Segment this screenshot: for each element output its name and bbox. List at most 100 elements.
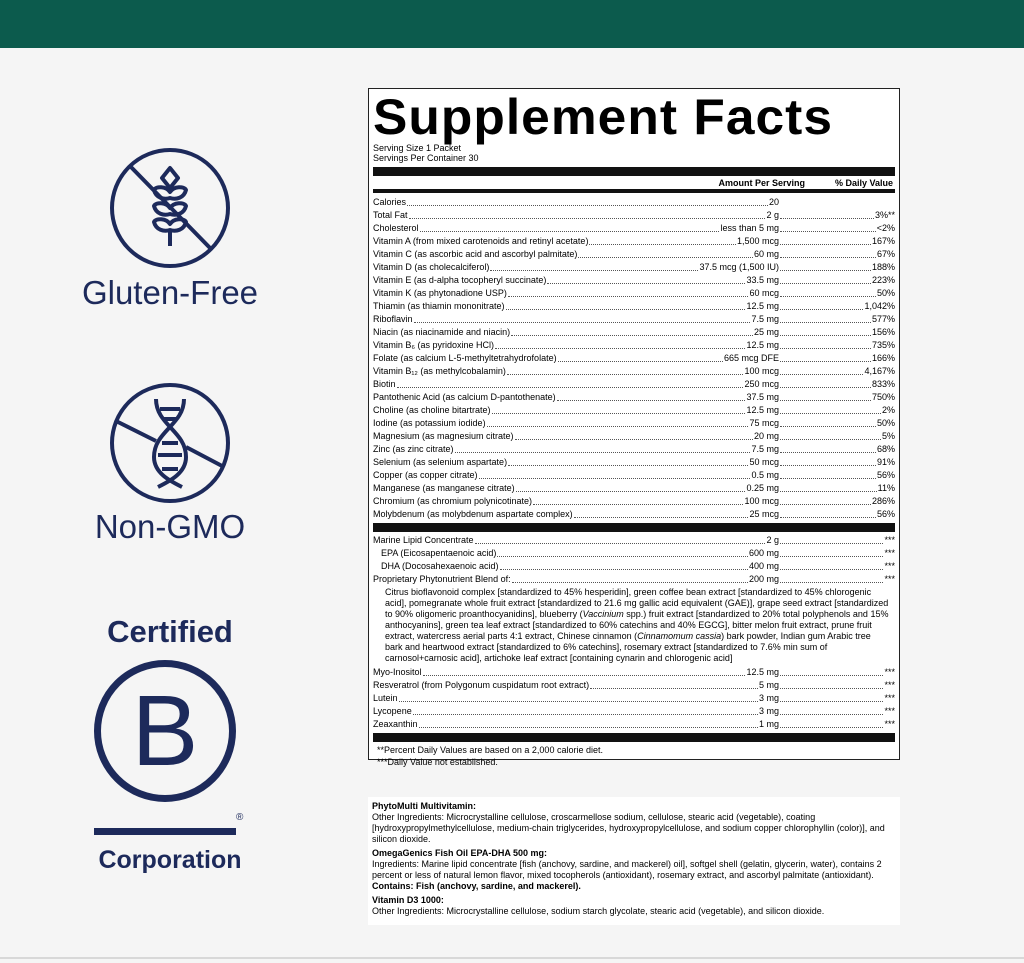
leader-dots	[780, 313, 871, 323]
leader-dots	[780, 573, 884, 583]
nutrient-left: Magnesium (as magnesium citrate) 20 mg	[373, 430, 779, 443]
dv-header: % Daily Value	[834, 178, 893, 188]
nutrient-dv: 4,167%	[864, 366, 895, 376]
leader-dots	[780, 508, 876, 518]
leader-dots	[578, 248, 753, 258]
column-header: Amount Per Serving % Daily Value	[373, 176, 895, 189]
leader-dots	[780, 417, 876, 427]
nutrient-name: Choline (as choline bitartrate)	[373, 405, 491, 415]
nutrient-right: 67%	[779, 248, 895, 261]
top-bar	[0, 0, 1024, 48]
nutrient-row: Lutein 3 mg ***	[373, 692, 895, 705]
nutrient-right: 2%	[779, 404, 895, 417]
amount-header: Amount Per Serving	[718, 178, 805, 188]
b-corp-rule	[94, 828, 236, 835]
leader-dots	[780, 534, 884, 544]
nutrient-left: Thiamin (as thiamin mononitrate) 12.5 mg	[373, 300, 779, 313]
nutrient-right: 91%	[779, 456, 895, 469]
nutrient-name: Cholesterol	[373, 223, 419, 233]
fish-oil-heading: OmegaGenics Fish Oil EPA-DHA 500 mg:	[372, 848, 548, 858]
nutrient-left: Pantothenic Acid (as calcium D-pantothen…	[373, 391, 779, 404]
nutrient-row: Cholesterol less than 5 mg <2%	[373, 222, 895, 235]
nutrient-dv: 56%	[876, 509, 895, 519]
nutrient-dv: 156%	[871, 327, 895, 337]
nutrient-name: Pantothenic Acid (as calcium D-pantothen…	[373, 392, 556, 402]
nutrient-amount: 12.5 mg	[746, 301, 779, 311]
leader-dots	[454, 443, 751, 453]
leader-dots	[408, 209, 766, 219]
registered-mark: ®	[236, 812, 244, 823]
supplement-facts-panel: Supplement Facts Serving Size 1 Packet S…	[368, 88, 900, 767]
nutrient-left: Copper (as copper citrate) 0.5 mg	[373, 469, 779, 482]
spacer	[779, 196, 895, 209]
nutrient-left: Calories 20	[373, 196, 779, 209]
nutrient-row: Pantothenic Acid (as calcium D-pantothen…	[373, 391, 895, 404]
leader-dots	[780, 679, 884, 689]
nutrient-right: 188%	[779, 261, 895, 274]
nutrient-name: Vitamin A (from mixed carotenoids and re…	[373, 236, 589, 246]
nutrient-row: Vitamin A (from mixed carotenoids and re…	[373, 235, 895, 248]
nutrient-name: Calories	[373, 197, 407, 207]
nutrient-amount: 20 mg	[753, 431, 779, 441]
leader-dots	[507, 287, 749, 297]
nutrient-right: ***	[779, 547, 895, 560]
leader-dots	[557, 352, 723, 362]
nutrient-amount: 600 mg	[748, 548, 779, 558]
nutrient-row: DHA (Docosahexaenoic acid) 400 mg ***	[373, 560, 895, 573]
nutrient-name: Molybdenum (as molybdenum aspartate comp…	[373, 509, 573, 519]
nutrient-amount: 250 mcg	[744, 379, 779, 389]
nutrient-amount: 12.5 mg	[746, 667, 779, 677]
nutrient-dv: 11%	[877, 483, 895, 493]
nutrient-dv: 735%	[871, 340, 895, 350]
leader-dots	[780, 378, 871, 388]
nutrient-dv: 5%	[881, 431, 895, 441]
thick-divider	[373, 733, 895, 742]
nutrient-left: Vitamin B₆ (as pyridoxine HCl) 12.5 mg	[373, 339, 779, 352]
nutrient-right: ***	[779, 718, 895, 731]
nutrient-dv: 577%	[871, 314, 895, 324]
nutrient-dv: 67%	[876, 249, 895, 259]
nutrient-left: Marine Lipid Concentrate 2 g	[373, 534, 779, 547]
leader-dots	[573, 508, 749, 518]
nutrient-right: 4,167%	[779, 365, 895, 378]
nutrient-dv: ***	[884, 706, 895, 716]
nutrient-amount: 12.5 mg	[746, 405, 779, 415]
nutrient-name: Niacin (as niacinamide and niacin)	[373, 327, 511, 337]
leader-dots	[780, 456, 876, 466]
leader-dots	[514, 430, 753, 440]
leader-dots	[780, 352, 871, 362]
leader-dots	[780, 326, 871, 336]
leader-dots	[780, 261, 871, 271]
nutrient-right: 56%	[779, 508, 895, 521]
footnote-dv: **Percent Daily Values are based on a 2,…	[377, 745, 603, 755]
leader-dots	[490, 261, 699, 271]
nutrient-row: EPA (Eicosapentaenoic acid) 600 mg ***	[373, 547, 895, 560]
nutrient-row: Choline (as choline bitartrate) 12.5 mg 2%	[373, 404, 895, 417]
nutrient-amount: 37.5 mcg (1,500 IU)	[699, 262, 779, 272]
nutrient-left: Vitamin C (as ascorbic acid and ascorbyl…	[373, 248, 779, 261]
nutrient-row: Vitamin C (as ascorbic acid and ascorbyl…	[373, 248, 895, 261]
nutrient-row: Calories 20	[373, 196, 895, 209]
nutrient-amount: 37.5 mg	[746, 392, 779, 402]
nutrient-row: Iodine (as potassium iodide) 75 mcg 50%	[373, 417, 895, 430]
corporation-label: Corporation	[98, 846, 242, 874]
leader-dots	[780, 365, 864, 375]
leader-dots	[511, 573, 748, 583]
nutrient-right: 50%	[779, 417, 895, 430]
nutrient-left: Cholesterol less than 5 mg	[373, 222, 779, 235]
blend-description: Citrus bioflavonoid complex [standardize…	[373, 586, 895, 666]
nutrient-left: EPA (Eicosapentaenoic acid) 600 mg	[373, 547, 779, 560]
nutrient-dv: ***	[884, 561, 895, 571]
nutrient-dv: 286%	[871, 496, 895, 506]
nutrient-amount: 5 mg	[758, 680, 779, 690]
leader-dots	[396, 378, 744, 388]
nutrient-right: 286%	[779, 495, 895, 508]
nutrient-name: Biotin	[373, 379, 396, 389]
nutrient-row: Biotin 250 mcg 833%	[373, 378, 895, 391]
nutrient-row: Chromium (as chromium polynicotinate) 100…	[373, 495, 895, 508]
nutrient-dv: 833%	[871, 379, 895, 389]
nutrient-dv: 750%	[871, 392, 895, 402]
thick-divider	[373, 523, 895, 532]
nutrient-left: Riboflavin 7.5 mg	[373, 313, 779, 326]
nutrient-left: Total Fat 2 g	[373, 209, 779, 222]
